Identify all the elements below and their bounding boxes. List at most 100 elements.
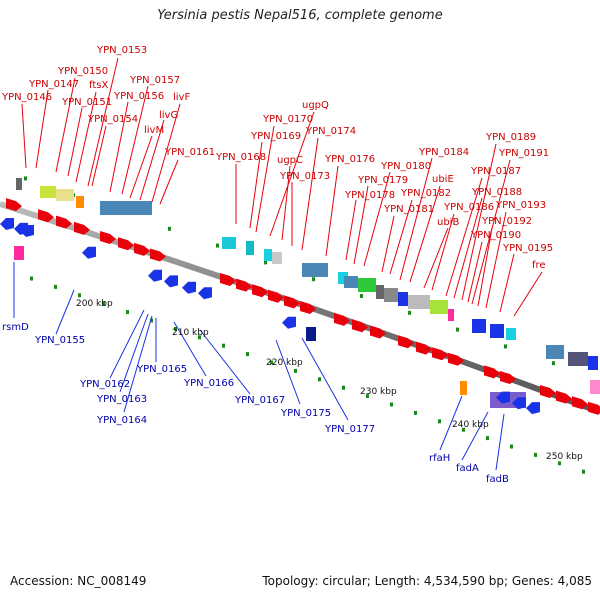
feature-box bbox=[338, 272, 348, 284]
feature-box bbox=[358, 278, 376, 292]
tick-mark bbox=[312, 277, 315, 282]
leader-line bbox=[495, 413, 505, 471]
forward-gene-arrow bbox=[352, 319, 368, 333]
feature-box bbox=[588, 356, 598, 370]
feature-box bbox=[590, 380, 600, 394]
forward-gene-arrow bbox=[236, 278, 252, 292]
gene-label: YPN_0162 bbox=[79, 379, 130, 390]
gene-label: ubiB bbox=[437, 217, 459, 228]
leader-line bbox=[121, 85, 149, 195]
gene-label: YPN_0151 bbox=[61, 97, 112, 108]
forward-gene-arrow bbox=[540, 385, 556, 398]
tick-mark bbox=[54, 284, 57, 289]
tick-mark bbox=[504, 344, 507, 349]
kbp-label: 250 kbp bbox=[546, 452, 583, 462]
leader-line bbox=[431, 213, 455, 291]
gene-label: ugpQ bbox=[302, 100, 329, 111]
leader-line bbox=[281, 165, 291, 241]
leader-line bbox=[173, 321, 207, 377]
kbp-label: 240 kbp bbox=[452, 420, 489, 430]
forward-label-lines bbox=[21, 57, 543, 317]
forward-gene-arrow bbox=[150, 248, 166, 262]
gene-label: YPN_0186 bbox=[443, 202, 494, 213]
gene-label: YPN_0154 bbox=[87, 114, 138, 125]
leader-line bbox=[345, 199, 357, 261]
leader-line bbox=[461, 411, 489, 461]
tick-mark bbox=[102, 301, 105, 306]
tick-mark bbox=[264, 260, 267, 265]
leader-line bbox=[325, 165, 339, 257]
leader-line bbox=[91, 125, 107, 187]
gene-label: YPN_0179 bbox=[357, 175, 408, 186]
gene-label: YPN_0184 bbox=[418, 147, 469, 158]
leader-line bbox=[381, 215, 395, 273]
reverse-gene-arrow bbox=[182, 281, 196, 294]
leader-line bbox=[301, 337, 349, 421]
feature-box bbox=[376, 285, 384, 299]
feature-box bbox=[302, 263, 328, 277]
tick-mark bbox=[216, 243, 219, 248]
feature-box bbox=[398, 292, 408, 306]
gene-label: YPN_0180 bbox=[380, 161, 431, 172]
kbp-label: 230 kbp bbox=[360, 387, 397, 397]
leader-line bbox=[255, 125, 275, 233]
leader-line bbox=[119, 313, 149, 393]
forward-gene-arrow bbox=[74, 221, 90, 235]
leader-line bbox=[485, 211, 507, 309]
leader-line bbox=[389, 199, 413, 275]
tick-mark bbox=[414, 410, 417, 415]
gene-label: YPN_0147 bbox=[28, 79, 79, 90]
leader-line bbox=[199, 329, 251, 395]
gene-label: YPN_0153 bbox=[96, 45, 147, 56]
gene-label: livF bbox=[173, 92, 190, 103]
gene-label: ftsX bbox=[89, 80, 108, 91]
kbp-label: 200 kbp bbox=[76, 299, 113, 309]
feature-box bbox=[344, 276, 358, 288]
tick-mark bbox=[462, 427, 465, 432]
forward-gene-arrow bbox=[416, 341, 432, 355]
leader-line bbox=[35, 89, 49, 169]
leader-line bbox=[109, 309, 145, 379]
tick-mark bbox=[318, 377, 321, 382]
feature-box bbox=[472, 319, 486, 333]
gene-label: YPN_0192 bbox=[481, 216, 532, 227]
feature-box bbox=[100, 201, 152, 215]
forward-gene-arrow bbox=[398, 335, 414, 349]
reverse-gene-arrow bbox=[496, 391, 510, 404]
gene-label: YPN_0169 bbox=[250, 131, 301, 142]
forward-gene-arrow bbox=[572, 396, 588, 410]
forward-gene-arrow bbox=[220, 273, 236, 286]
tick-mark bbox=[456, 327, 459, 332]
map-title: Yersinia pestis Nepal516, complete genom… bbox=[157, 8, 443, 23]
tick-mark bbox=[24, 176, 27, 181]
reverse-label-lines bbox=[13, 262, 505, 471]
tick-mark bbox=[126, 310, 129, 315]
tick-mark bbox=[408, 310, 411, 315]
reverse-gene-arrows bbox=[0, 218, 540, 415]
feature-box bbox=[246, 241, 254, 255]
tick-mark bbox=[552, 361, 555, 366]
feature-box bbox=[40, 186, 56, 198]
feature-box bbox=[76, 196, 84, 208]
tick-mark bbox=[390, 402, 393, 407]
gene-label: fadA bbox=[456, 463, 479, 474]
tick-mark bbox=[360, 294, 363, 298]
gene-label: livG bbox=[159, 110, 178, 121]
tick-mark bbox=[246, 352, 249, 357]
forward-gene-arrow bbox=[334, 312, 350, 326]
feature-box bbox=[430, 300, 448, 314]
forward-gene-arrow bbox=[100, 231, 116, 244]
leader-line bbox=[21, 103, 27, 169]
forward-gene-arrow bbox=[500, 371, 516, 384]
leader-line bbox=[445, 177, 483, 297]
leader-line bbox=[499, 253, 515, 313]
feature-box bbox=[448, 309, 454, 321]
leader-line bbox=[67, 107, 83, 177]
tick-mark bbox=[534, 452, 537, 457]
leader-line bbox=[159, 159, 179, 205]
gene-label: rfaH bbox=[429, 453, 450, 464]
leader-line bbox=[87, 57, 119, 187]
forward-gene-arrow bbox=[448, 352, 464, 366]
leader-line bbox=[123, 315, 153, 413]
feature-box bbox=[568, 352, 588, 366]
